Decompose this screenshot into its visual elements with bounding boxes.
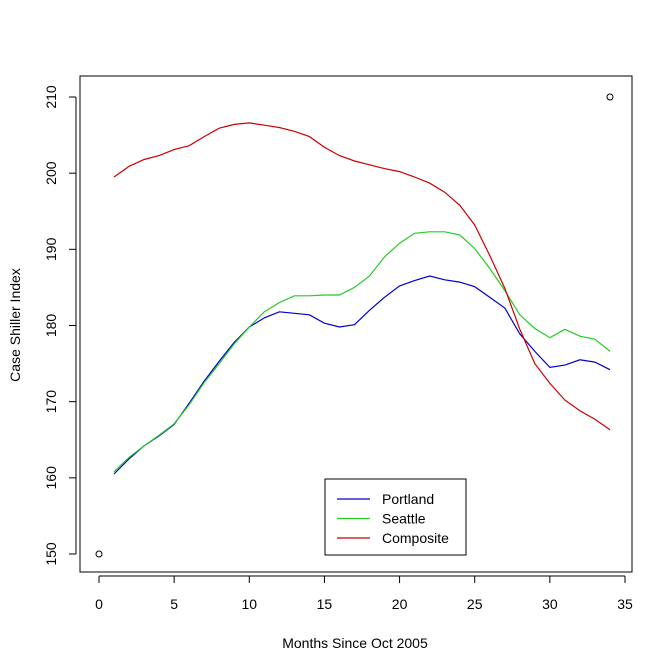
series-line-portland bbox=[113, 275, 611, 475]
x-tick-label: 35 bbox=[617, 596, 633, 612]
x-tick-label: 30 bbox=[542, 596, 558, 612]
legend-label-portland: Portland bbox=[382, 491, 434, 507]
legend-box bbox=[324, 478, 467, 556]
x-axis-title: Months Since Oct 2005 bbox=[282, 635, 428, 651]
x-tick-label: 15 bbox=[317, 596, 333, 612]
points-layer bbox=[95, 93, 614, 558]
data-point bbox=[95, 550, 103, 558]
x-tick-label: 5 bbox=[170, 596, 178, 612]
legend: Portland Seattle Composite bbox=[324, 478, 467, 556]
y-tick-label: 200 bbox=[43, 161, 59, 185]
y-axis: 150 160 170 180 190 200 210 bbox=[43, 85, 77, 566]
series-line-composite bbox=[113, 122, 611, 431]
y-tick-label: 170 bbox=[43, 390, 59, 414]
y-tick-label: 150 bbox=[43, 542, 59, 566]
x-tick-label: 20 bbox=[392, 596, 408, 612]
y-tick-label: 180 bbox=[43, 314, 59, 338]
x-tick-label: 25 bbox=[467, 596, 483, 612]
x-tick-label: 10 bbox=[241, 596, 257, 612]
y-tick-label: 160 bbox=[43, 466, 59, 490]
legend-label-seattle: Seattle bbox=[382, 511, 426, 527]
data-point bbox=[606, 93, 614, 101]
y-tick-label: 210 bbox=[43, 85, 59, 109]
legend-label-composite: Composite bbox=[382, 530, 449, 546]
y-axis-title: Case Shiller Index bbox=[7, 268, 23, 382]
x-tick-label: 0 bbox=[95, 596, 103, 612]
series-layer bbox=[113, 122, 611, 475]
x-axis: 0 5 10 15 20 25 30 35 bbox=[95, 575, 633, 612]
plot-frame bbox=[79, 75, 633, 573]
series-line-seattle bbox=[113, 231, 611, 473]
y-tick-label: 190 bbox=[43, 237, 59, 261]
